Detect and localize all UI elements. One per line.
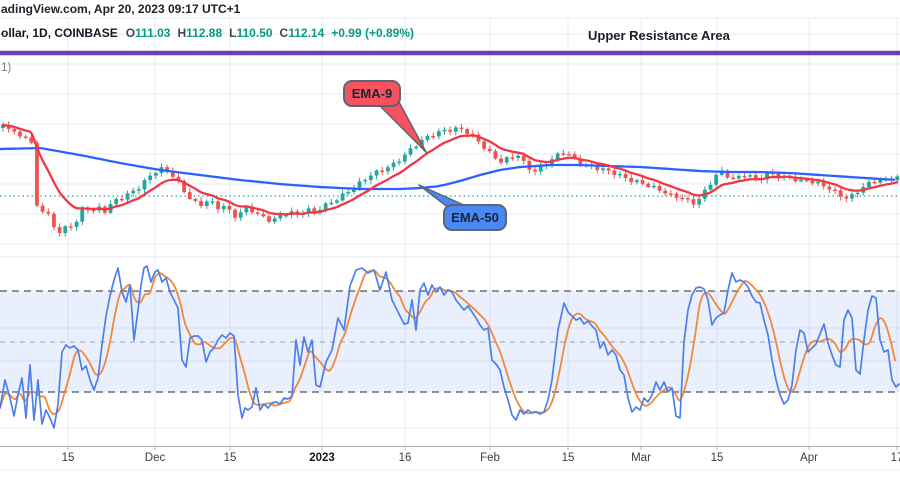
ema9-callout-label: EMA-9	[351, 86, 393, 101]
symbol-name-fragment: ollar, 1D, COINBASE	[1, 26, 118, 40]
time-axis-label[interactable]: 2023	[309, 452, 335, 464]
time-axis-label[interactable]: 15	[711, 452, 724, 464]
ohlc-label: O	[125, 26, 136, 40]
ema50-callout-label: EMA-50	[451, 210, 499, 225]
stoch-k-line	[0, 265, 900, 429]
ema50-line	[0, 146, 896, 191]
ohlc-value: 112.88	[186, 26, 223, 40]
time-axis-label[interactable]: Feb	[480, 452, 500, 464]
time-axis: 15 Dec 15 2023 16 Feb 15 Mar 15 Apr 17	[0, 446, 900, 471]
time-axis-label[interactable]: Mar	[631, 452, 651, 464]
ohlc-label: H	[177, 26, 187, 40]
indicator-legend-fragment: 1)	[1, 62, 12, 74]
time-axis-label[interactable]: Dec	[145, 452, 166, 464]
time-axis-label[interactable]: 15	[562, 452, 575, 464]
ema50-callout[interactable]: EMA-50	[443, 204, 507, 231]
time-axis-label[interactable]: 17	[891, 452, 900, 464]
time-axis-label[interactable]: 15	[224, 452, 237, 464]
ohlc-values: O111.03 H112.88 L110.50 C112.14	[126, 26, 332, 40]
watermark-bar: adingView.com, Apr 20, 2023 09:17 UTC+1	[1, 2, 240, 16]
ohlc-value: 111.03	[135, 26, 171, 40]
time-axis-label[interactable]: Apr	[800, 452, 818, 464]
ohlc-value: 110.50	[236, 26, 273, 40]
ohlc-value: 112.14	[288, 26, 325, 40]
candles-series	[1, 121, 900, 237]
ema9-line	[1, 123, 899, 216]
callout-tails	[377, 101, 467, 209]
time-axis-label[interactable]: 15	[62, 452, 75, 464]
symbol-row[interactable]: ollar, 1D, COINBASE O111.03 H112.88 L110.5…	[1, 26, 414, 40]
stoch-band	[0, 290, 900, 393]
time-axis-label[interactable]: 16	[399, 452, 412, 464]
upper-resistance-label: Upper Resistance Area	[588, 28, 730, 43]
ohlc-label: C	[279, 26, 289, 40]
ohlc-label: L	[229, 26, 237, 40]
watermark-text: adingView.com, Apr 20, 2023 09:17 UTC+1	[1, 2, 241, 16]
ema9-callout[interactable]: EMA-9	[343, 80, 401, 107]
price-change: +0.99 (+0.89%)	[331, 26, 414, 40]
grid-lines	[0, 17, 900, 447]
